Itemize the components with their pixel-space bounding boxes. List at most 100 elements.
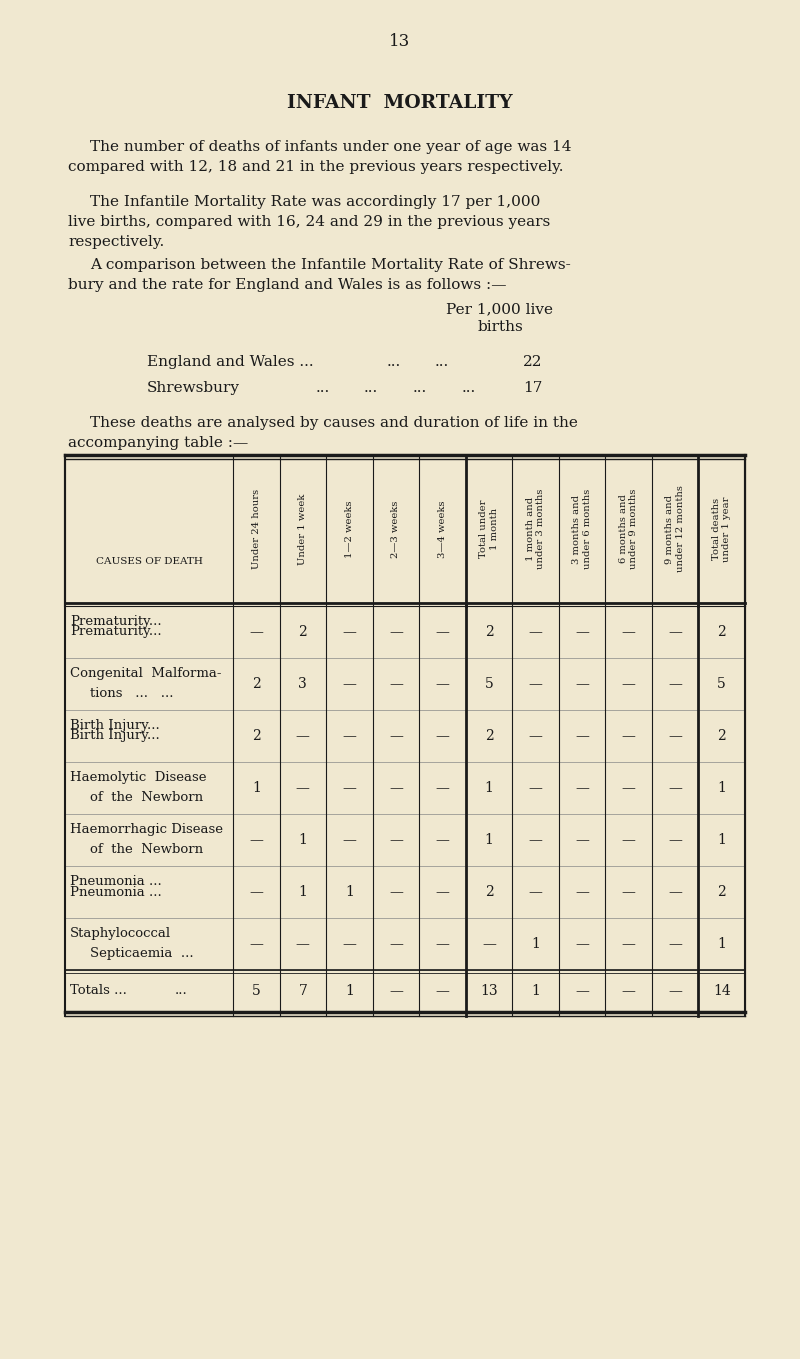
Text: 1: 1 [485, 781, 494, 795]
Text: —: — [296, 728, 310, 743]
Text: —: — [250, 625, 263, 639]
Text: —: — [389, 833, 403, 847]
Text: —: — [389, 984, 403, 998]
Text: —: — [575, 728, 589, 743]
Text: ...: ... [435, 355, 450, 370]
Text: —: — [622, 677, 635, 690]
Text: 1: 1 [298, 833, 307, 847]
Text: Shrewsbury: Shrewsbury [147, 381, 240, 395]
Text: —: — [668, 885, 682, 900]
Text: Pneumonia ...: Pneumonia ... [70, 875, 162, 887]
Text: —: — [435, 781, 450, 795]
Text: —: — [342, 677, 356, 690]
Text: INFANT  MORTALITY: INFANT MORTALITY [287, 94, 513, 111]
Text: Haemorrhagic Disease: Haemorrhagic Disease [70, 824, 223, 836]
Text: —: — [389, 728, 403, 743]
Text: Under 1 week: Under 1 week [298, 493, 307, 565]
Text: 2—3 weeks: 2—3 weeks [391, 500, 401, 557]
Text: 3: 3 [298, 677, 307, 690]
Text: compared with 12, 18 and 21 in the previous years respectively.: compared with 12, 18 and 21 in the previ… [68, 160, 563, 174]
Text: —: — [342, 936, 356, 951]
Text: bury and the rate for England and Wales is as follows :—: bury and the rate for England and Wales … [68, 279, 506, 292]
Text: —: — [622, 936, 635, 951]
Text: Pneumonia ...: Pneumonia ... [70, 886, 162, 898]
Text: 5: 5 [718, 677, 726, 690]
Text: 1: 1 [298, 885, 307, 900]
Text: Haemolytic  Disease: Haemolytic Disease [70, 771, 206, 784]
Text: CAUSES OF DEATH: CAUSES OF DEATH [95, 557, 202, 567]
Text: 2: 2 [485, 625, 494, 639]
Text: —: — [622, 885, 635, 900]
Text: —: — [668, 833, 682, 847]
Text: Under 24 hours: Under 24 hours [252, 489, 261, 569]
Text: Prematurity...: Prematurity... [70, 625, 162, 639]
Text: —: — [389, 625, 403, 639]
Text: —: — [435, 885, 450, 900]
Text: —: — [435, 728, 450, 743]
Text: Total under
1 month: Total under 1 month [479, 500, 498, 559]
Text: Staphylococcal: Staphylococcal [70, 927, 171, 940]
Text: Totals ...: Totals ... [70, 984, 127, 998]
Text: —: — [668, 984, 682, 998]
Text: 17: 17 [523, 381, 542, 395]
Text: —: — [435, 936, 450, 951]
Text: ...: ... [364, 381, 378, 395]
Text: accompanying table :—: accompanying table :— [68, 436, 248, 450]
Text: —: — [482, 936, 496, 951]
Text: Birth Injury...: Birth Injury... [70, 730, 160, 742]
Text: 2: 2 [252, 677, 261, 690]
Text: 14: 14 [713, 984, 730, 998]
Text: The number of deaths of infants under one year of age was 14: The number of deaths of infants under on… [90, 140, 571, 154]
Text: 1: 1 [718, 936, 726, 951]
Text: These deaths are analysed by causes and duration of life in the: These deaths are analysed by causes and … [90, 416, 578, 429]
Text: —: — [668, 781, 682, 795]
Text: ...: ... [175, 984, 188, 998]
Text: —: — [342, 625, 356, 639]
Text: —: — [575, 781, 589, 795]
Text: live births, compared with 16, 24 and 29 in the previous years: live births, compared with 16, 24 and 29… [68, 215, 550, 230]
Text: A comparison between the Infantile Mortality Rate of Shrews-: A comparison between the Infantile Morta… [90, 258, 570, 272]
Text: —: — [342, 728, 356, 743]
Text: Birth Injury...: Birth Injury... [70, 719, 160, 733]
Text: 9 months and
under 12 months: 9 months and under 12 months [666, 485, 685, 572]
Text: Per 1,000 live: Per 1,000 live [446, 302, 554, 317]
Text: —: — [622, 781, 635, 795]
Text: 3 months and
under 6 months: 3 months and under 6 months [572, 489, 592, 569]
Text: —: — [435, 833, 450, 847]
Text: —: — [529, 728, 542, 743]
Text: —: — [668, 625, 682, 639]
Text: 2: 2 [485, 728, 494, 743]
Text: —: — [575, 833, 589, 847]
Text: 2: 2 [485, 885, 494, 900]
Text: births: births [477, 319, 523, 334]
Text: —: — [668, 728, 682, 743]
Text: —: — [296, 936, 310, 951]
Text: —: — [389, 677, 403, 690]
Text: 1: 1 [345, 885, 354, 900]
Text: —: — [668, 936, 682, 951]
Text: Prematurity...: Prematurity... [70, 616, 162, 628]
Text: ...: ... [462, 381, 476, 395]
Text: —: — [575, 677, 589, 690]
Text: 5: 5 [485, 677, 494, 690]
Text: 1: 1 [718, 833, 726, 847]
Text: Total deaths
under 1 year: Total deaths under 1 year [712, 496, 731, 561]
Text: —: — [575, 625, 589, 639]
Text: —: — [342, 833, 356, 847]
Text: 1: 1 [485, 833, 494, 847]
Text: 6 months and
under 9 months: 6 months and under 9 months [619, 489, 638, 569]
Text: —: — [435, 677, 450, 690]
Text: of  the  Newborn: of the Newborn [90, 843, 203, 856]
Text: 2: 2 [718, 885, 726, 900]
Text: 1: 1 [531, 936, 540, 951]
Text: 2: 2 [252, 728, 261, 743]
Text: Congenital  Malforma-: Congenital Malforma- [70, 667, 222, 680]
Text: 1 month and
under 3 months: 1 month and under 3 months [526, 489, 546, 569]
Text: tions   ...   ...: tions ... ... [90, 686, 174, 700]
Text: —: — [668, 677, 682, 690]
Text: —: — [622, 833, 635, 847]
Text: —: — [250, 833, 263, 847]
Text: ...: ... [387, 355, 402, 370]
Text: —: — [622, 728, 635, 743]
Text: 2: 2 [298, 625, 307, 639]
